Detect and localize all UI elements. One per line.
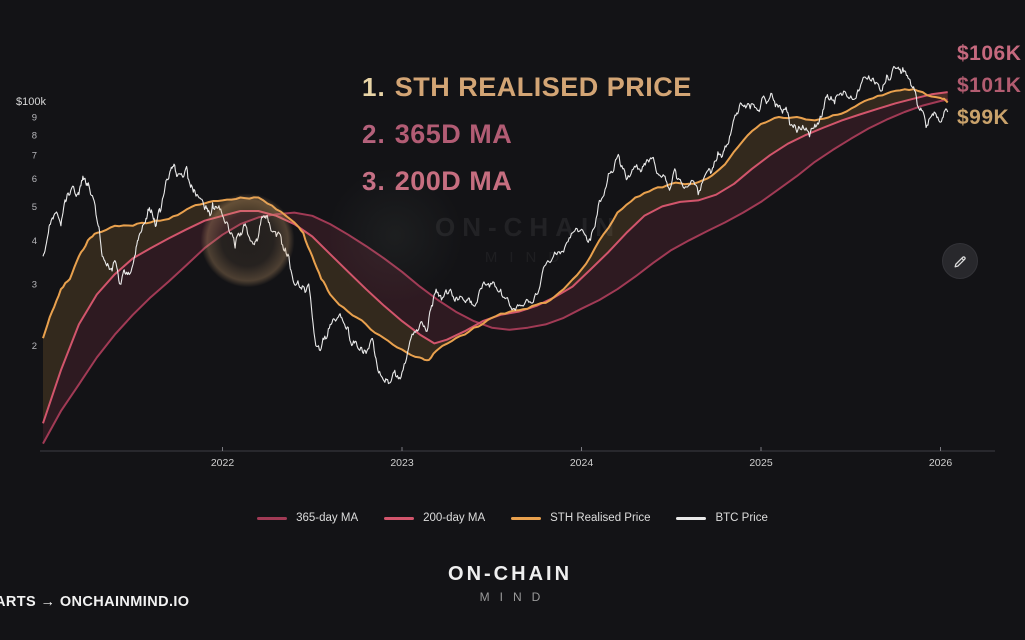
annotation-number: 2. xyxy=(362,119,386,149)
chart-legend: 365-day MA 200-day MA STH Realised Price… xyxy=(0,512,1025,524)
legend-item-365d-ma[interactable]: 365-day MA xyxy=(257,512,358,524)
y-tick-label: 6 xyxy=(32,174,37,185)
legend-swatch-btc xyxy=(676,516,707,520)
legend-swatch-sth xyxy=(511,516,542,520)
legend-label: 365-day MA xyxy=(296,512,359,524)
y-tick-label: 5 xyxy=(32,202,37,213)
sth-realised-price-line xyxy=(42,88,949,362)
x-tick-label: 2025 xyxy=(749,457,773,469)
annotation-sth-realised-price: 1. STH REALISED PRICE xyxy=(362,72,692,103)
edit-button[interactable] xyxy=(942,243,978,279)
y-axis-top-label: $100k xyxy=(16,96,46,108)
footer-brand: ON-CHAIN MIND xyxy=(448,563,572,604)
x-tick-label: 2026 xyxy=(929,457,953,469)
annotation-label: 200D MA xyxy=(394,166,513,196)
annotation-365d-ma: 2. 365D MA xyxy=(362,119,692,150)
365-day-ma-line xyxy=(42,98,948,445)
highlight-circle xyxy=(200,193,295,288)
legend-swatch-365d xyxy=(257,516,288,520)
x-tick-label: 2023 xyxy=(390,457,414,469)
x-tick-label: 2024 xyxy=(570,457,594,469)
price-callouts: $106K $101K $99K xyxy=(957,42,1021,138)
legend-item-sth-realised[interactable]: STH Realised Price xyxy=(511,512,650,524)
brain-logo-watermark xyxy=(325,168,465,303)
band-1 xyxy=(43,92,948,444)
btc-price-line xyxy=(42,65,949,385)
annotation-200d-ma: 3. 200D MA xyxy=(362,166,692,197)
annotation-number: 3. xyxy=(362,166,386,196)
legend-item-200d-ma[interactable]: 200-day MA xyxy=(384,512,485,524)
legend-item-btc-price[interactable]: BTC Price xyxy=(676,512,768,524)
legend-label: BTC Price xyxy=(715,512,768,524)
footer-link[interactable]: ARTS → ONCHAINMIND.IO xyxy=(0,594,190,610)
pencil-icon xyxy=(952,253,969,270)
annotation-label: 365D MA xyxy=(394,119,513,149)
annotation-number: 1. xyxy=(362,72,386,102)
brand-name: ON-CHAIN xyxy=(448,563,573,585)
x-tick-label: 2022 xyxy=(211,457,235,469)
price-callout-200d: $106K xyxy=(957,42,1022,65)
y-tick-label: 3 xyxy=(32,280,37,291)
brand-subname: MIND xyxy=(479,590,551,604)
chart-annotation-titles: 1. STH REALISED PRICE 2. 365D MA 3. 200D… xyxy=(362,72,692,213)
band-0 xyxy=(43,89,948,424)
legend-label: 200-day MA xyxy=(423,512,486,524)
price-callout-sth: $99K xyxy=(957,106,1010,129)
y-tick-label: 4 xyxy=(32,236,37,247)
y-tick-label: 9 xyxy=(32,113,37,124)
legend-label: STH Realised Price xyxy=(550,512,651,524)
price-callout-365d: $101K xyxy=(957,74,1022,97)
legend-swatch-200d xyxy=(384,516,415,520)
y-tick-label: 2 xyxy=(32,341,37,352)
annotation-label: STH REALISED PRICE xyxy=(394,72,692,102)
y-tick-label: 8 xyxy=(32,130,37,141)
y-tick-label: 7 xyxy=(32,151,37,162)
